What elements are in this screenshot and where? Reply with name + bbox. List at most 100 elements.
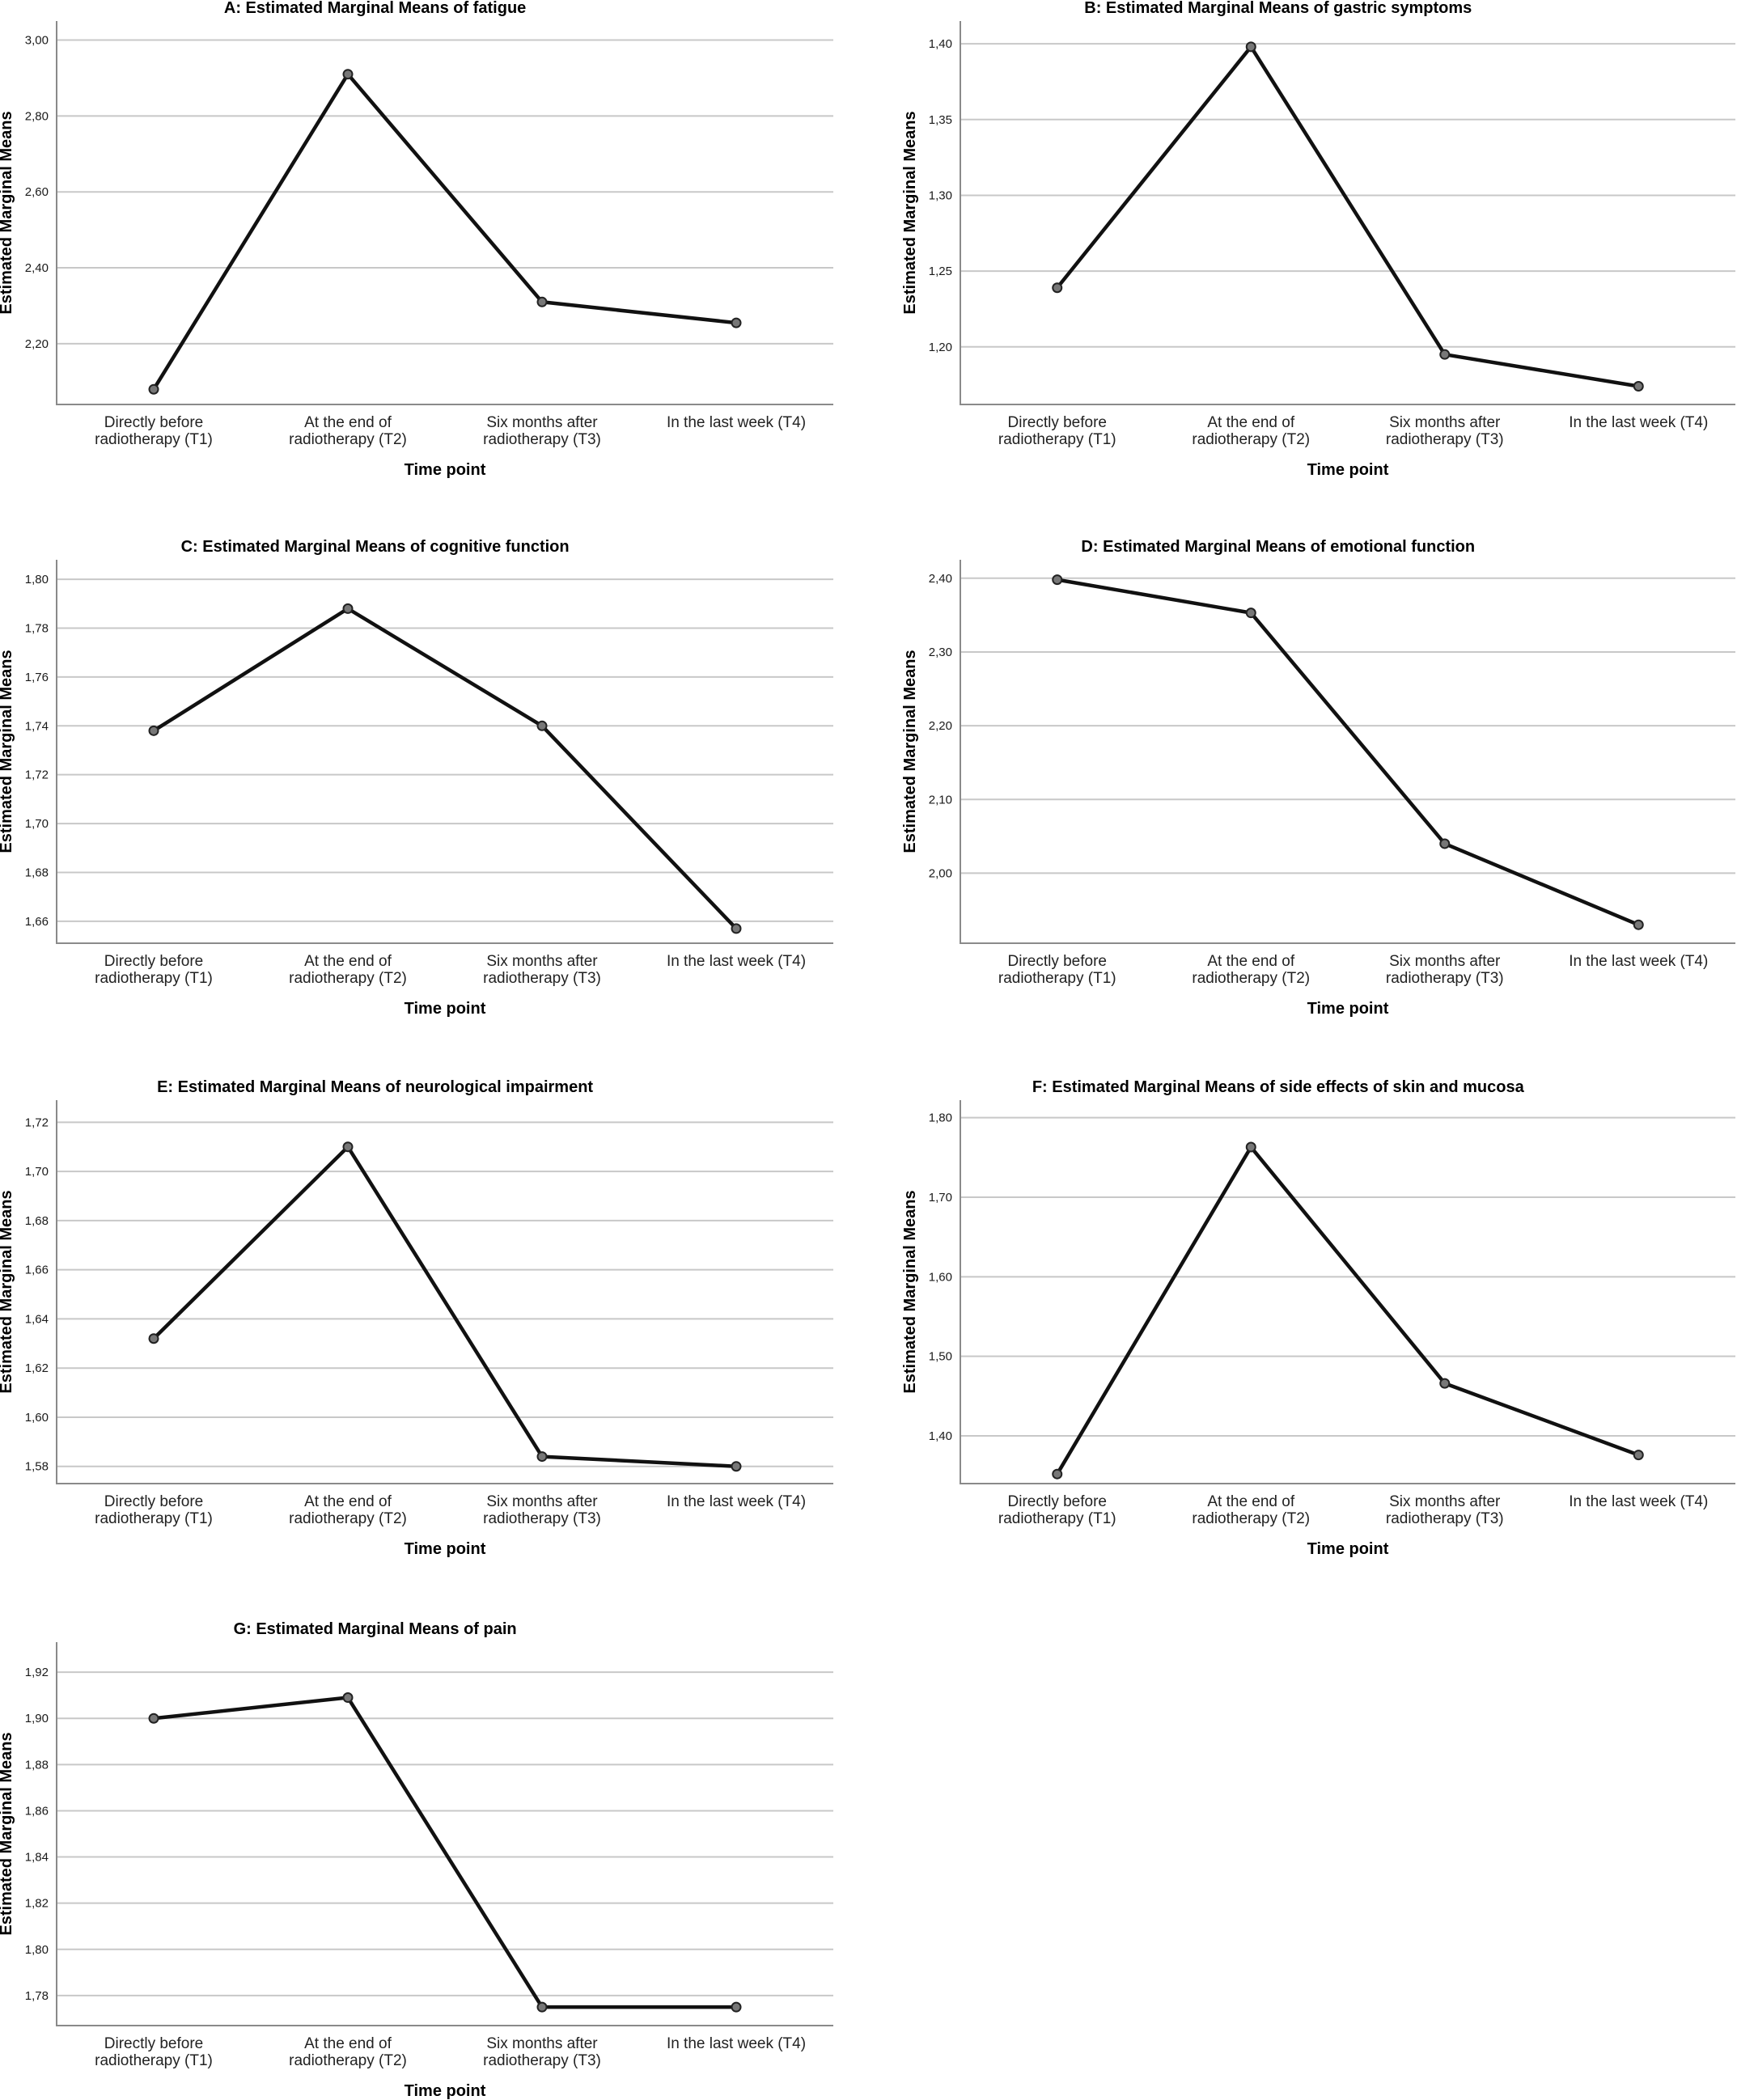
chart-title-c: C: Estimated Marginal Means of cognitive… (181, 538, 570, 556)
y-tick-label-c-0: 1,66 (25, 915, 49, 929)
x-category-label-a-3: In the last week (T4) (667, 414, 806, 431)
data-point-e-1 (342, 1141, 354, 1153)
x-axis-title-f: Time point (1307, 1540, 1389, 1558)
data-point-e-0 (148, 1333, 159, 1344)
x-axis-title-b: Time point (1307, 461, 1389, 479)
axis-frame-d (960, 560, 1735, 944)
series-line-f (1055, 1145, 1640, 1476)
x-category-label-e-2: Six months after radiotherapy (T3) (483, 1493, 601, 1527)
data-point-d-1 (1245, 608, 1256, 619)
y-axis-title-f: Estimated Marginal Means (901, 1190, 919, 1393)
y-tick-label-d-3: 2,30 (929, 646, 952, 659)
x-category-label-d-1: At the end of radiotherapy (T2) (1192, 953, 1310, 987)
y-axis-title-e: Estimated Marginal Means (0, 1190, 15, 1393)
chart-title-b: B: Estimated Marginal Means of gastric s… (1084, 0, 1472, 17)
y-tick-label-g-3: 1,84 (25, 1851, 49, 1865)
y-tick-label-g-1: 1,80 (25, 1943, 49, 1957)
x-axis-title-g: Time point (405, 2082, 486, 2100)
y-axis-title-g: Estimated Marginal Means (0, 1732, 15, 1935)
data-point-a-3 (731, 317, 742, 328)
data-point-d-0 (1052, 574, 1063, 586)
data-point-g-1 (342, 1692, 354, 1704)
y-tick-label-e-1: 1,60 (25, 1411, 49, 1425)
x-category-label-f-2: Six months after radiotherapy (T3) (1386, 1493, 1504, 1527)
x-category-label-a-1: At the end of radiotherapy (T2) (289, 414, 407, 448)
chart-title-e: E: Estimated Marginal Means of neurologi… (157, 1078, 593, 1096)
chart-title-d: D: Estimated Marginal Means of emotional… (1081, 538, 1475, 556)
y-tick-label-b-4: 1,40 (929, 37, 952, 51)
chart-panel-e: 1,58 1,60 1,62 1,64 1,66 1,68 1,70 1,72 Directly… (0, 1078, 833, 1558)
y-tick-label-f-0: 1,40 (929, 1429, 952, 1443)
x-category-label-g-3: In the last week (T4) (667, 2035, 806, 2052)
y-tick-label-e-0: 1,58 (25, 1460, 49, 1474)
chart-panel-b: 1,20 1,25 1,30 1,35 1,40 Directly before radio… (901, 0, 1735, 479)
x-axis-title-d: Time point (1307, 1000, 1389, 1018)
data-point-b-2 (1439, 349, 1451, 360)
x-category-label-c-1: At the end of radiotherapy (T2) (289, 953, 407, 987)
data-point-d-3 (1633, 919, 1644, 930)
data-point-f-0 (1052, 1468, 1063, 1480)
y-tick-label-g-4: 1,86 (25, 1804, 49, 1818)
y-tick-label-b-1: 1,25 (929, 265, 952, 278)
y-tick-label-e-4: 1,66 (25, 1264, 49, 1277)
data-point-c-1 (342, 603, 354, 614)
x-category-label-g-1: At the end of radiotherapy (T2) (289, 2035, 407, 2069)
y-tick-label-d-2: 2,20 (929, 719, 952, 733)
chart-panel-a: 2,20 2,40 2,60 2,80 3,00 Directly before radio… (0, 0, 833, 479)
data-point-c-0 (148, 725, 159, 736)
x-axis-title-e: Time point (405, 1540, 486, 1558)
chart-panel-f: 1,40 1,50 1,60 1,70 1,80 Directly before radio… (901, 1078, 1735, 1558)
axis-frame-a (56, 21, 833, 405)
y-tick-label-a-1: 2,40 (25, 261, 49, 275)
y-tick-label-c-4: 1,74 (25, 719, 49, 733)
data-point-c-3 (731, 923, 742, 934)
data-point-c-2 (536, 720, 548, 731)
data-point-a-0 (148, 383, 159, 395)
chart-panel-d: 2,00 2,10 2,20 2,30 2,40 Directly before radio… (901, 538, 1735, 1018)
y-tick-label-g-6: 1,90 (25, 1712, 49, 1725)
x-category-label-g-2: Six months after radiotherapy (T3) (483, 2035, 601, 2069)
y-axis-title-d: Estimated Marginal Means (901, 650, 919, 853)
y-tick-label-f-3: 1,70 (929, 1191, 952, 1205)
y-tick-label-e-3: 1,64 (25, 1312, 49, 1326)
data-point-a-2 (536, 296, 548, 307)
y-tick-label-a-2: 2,60 (25, 185, 49, 199)
y-tick-label-a-4: 3,00 (25, 33, 49, 47)
data-point-g-2 (536, 2001, 548, 2013)
x-category-label-c-2: Six months after radiotherapy (T3) (483, 953, 601, 987)
y-tick-label-d-1: 2,10 (929, 793, 952, 807)
x-category-label-f-3: In the last week (T4) (1569, 1493, 1708, 1510)
y-tick-label-c-3: 1,72 (25, 768, 49, 782)
y-tick-label-c-6: 1,78 (25, 622, 49, 636)
y-tick-label-g-0: 1,78 (25, 1989, 49, 2003)
x-category-label-a-2: Six months after radiotherapy (T3) (483, 414, 601, 448)
y-tick-label-c-5: 1,76 (25, 671, 49, 684)
x-category-label-g-0: Directly before radiotherapy (T1) (95, 2035, 213, 2069)
y-tick-label-e-5: 1,68 (25, 1214, 49, 1228)
x-axis-title-c: Time point (405, 1000, 486, 1018)
series-line-c (152, 607, 738, 930)
chart-title-f: F: Estimated Marginal Means of side effe… (1032, 1078, 1525, 1096)
y-tick-label-f-4: 1,80 (929, 1111, 952, 1125)
series-line-a (152, 72, 737, 391)
x-category-label-b-2: Six months after radiotherapy (T3) (1386, 414, 1504, 448)
x-category-label-e-1: At the end of radiotherapy (T2) (289, 1493, 407, 1527)
chart-panel-c: 1,66 1,68 1,70 1,72 1,74 1,76 1,78 1,80 Directly… (0, 538, 833, 1018)
y-tick-label-f-2: 1,60 (929, 1270, 952, 1284)
x-category-label-e-0: Directly before radiotherapy (T1) (95, 1493, 213, 1527)
data-point-f-1 (1245, 1141, 1256, 1153)
axis-frame-e (56, 1100, 833, 1484)
x-category-label-f-1: At the end of radiotherapy (T2) (1192, 1493, 1310, 1527)
x-category-label-e-3: In the last week (T4) (667, 1493, 806, 1510)
x-category-label-a-0: Directly before radiotherapy (T1) (95, 414, 213, 448)
axis-frame-b (960, 21, 1735, 405)
series-line-d (1057, 578, 1640, 927)
data-point-b-0 (1052, 282, 1063, 294)
axis-frame-f (960, 1100, 1735, 1484)
y-tick-label-d-4: 2,40 (929, 572, 952, 586)
data-point-d-2 (1439, 838, 1451, 849)
x-category-label-b-0: Directly before radiotherapy (T1) (998, 414, 1116, 448)
y-tick-label-c-2: 1,70 (25, 817, 49, 831)
data-point-f-3 (1633, 1450, 1644, 1461)
y-tick-label-d-0: 2,00 (929, 866, 952, 880)
